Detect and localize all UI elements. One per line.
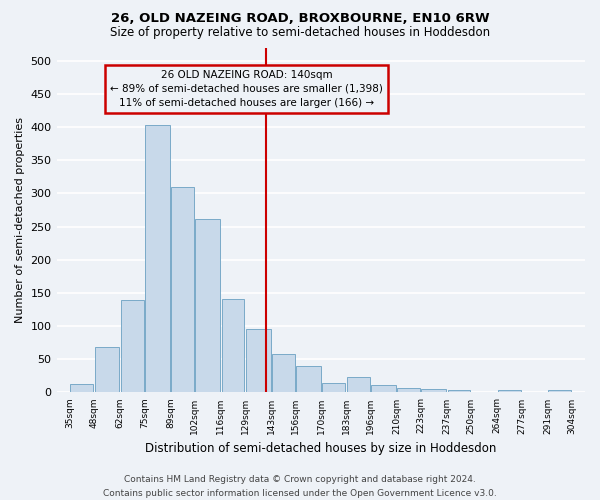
Bar	[171, 187, 194, 392]
Bar	[347, 376, 370, 392]
Text: Size of property relative to semi-detached houses in Hoddesdon: Size of property relative to semi-detach…	[110, 26, 490, 39]
Bar	[296, 366, 321, 392]
Bar	[196, 220, 220, 392]
Bar	[95, 348, 119, 393]
Bar	[448, 390, 470, 392]
Y-axis label: Number of semi-detached properties: Number of semi-detached properties	[15, 117, 25, 323]
Bar	[397, 388, 420, 392]
Text: Contains HM Land Registry data © Crown copyright and database right 2024.
Contai: Contains HM Land Registry data © Crown c…	[103, 476, 497, 498]
Bar	[121, 300, 143, 392]
Bar	[322, 383, 345, 392]
X-axis label: Distribution of semi-detached houses by size in Hoddesdon: Distribution of semi-detached houses by …	[145, 442, 496, 455]
Text: 26, OLD NAZEING ROAD, BROXBOURNE, EN10 6RW: 26, OLD NAZEING ROAD, BROXBOURNE, EN10 6…	[110, 12, 490, 26]
Bar	[371, 385, 395, 392]
Bar	[272, 354, 295, 393]
Bar	[221, 299, 244, 392]
Bar	[145, 125, 170, 392]
Bar	[498, 390, 521, 392]
Bar	[246, 330, 271, 392]
Bar	[421, 389, 446, 392]
Bar	[70, 384, 93, 392]
Bar	[548, 390, 571, 392]
Text: 26 OLD NAZEING ROAD: 140sqm
← 89% of semi-detached houses are smaller (1,398)
11: 26 OLD NAZEING ROAD: 140sqm ← 89% of sem…	[110, 70, 383, 108]
